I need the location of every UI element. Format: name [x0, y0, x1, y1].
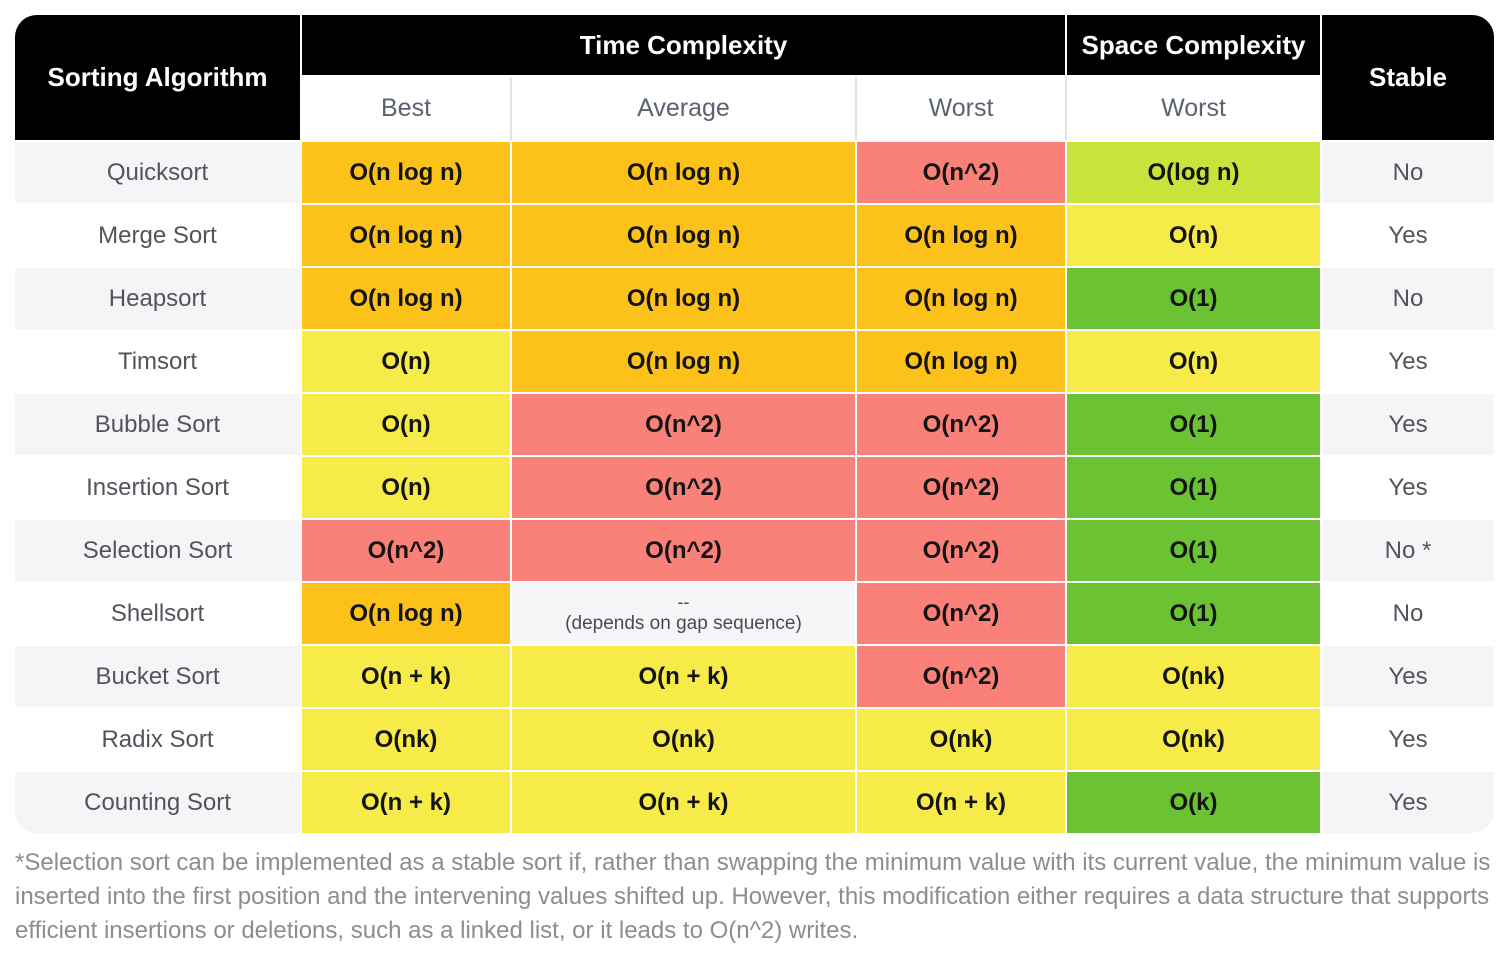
complexity-cell: O(1) [1067, 583, 1320, 644]
complexity-cell: O(nk) [512, 709, 855, 770]
complexity-cell: O(n^2) [302, 520, 510, 581]
subheader-average: Average [512, 77, 855, 140]
subheader-worst-space: Worst [1067, 77, 1320, 140]
algorithm-name-cell: Timsort [15, 331, 300, 392]
complexity-cell: O(n log n) [302, 268, 510, 329]
algorithm-name-cell: Bucket Sort [15, 646, 300, 707]
complexity-cell: O(n^2) [857, 457, 1065, 518]
complexity-cell: O(n) [302, 331, 510, 392]
stable-cell: Yes [1322, 709, 1494, 770]
algorithm-name-cell: Shellsort [15, 583, 300, 644]
complexity-cell: O(n^2) [857, 520, 1065, 581]
complexity-cell: O(n^2) [857, 583, 1065, 644]
stable-cell: Yes [1322, 394, 1494, 455]
complexity-cell: O(n^2) [857, 142, 1065, 203]
complexity-cell: O(n^2) [857, 646, 1065, 707]
stable-cell: Yes [1322, 331, 1494, 392]
stable-cell: No [1322, 583, 1494, 644]
complexity-cell: O(n + k) [512, 772, 855, 833]
stable-cell: Yes [1322, 457, 1494, 518]
note-dash: -- [677, 592, 690, 613]
algorithm-name-cell: Radix Sort [15, 709, 300, 770]
complexity-cell: O(n log n) [857, 268, 1065, 329]
complexity-cell: O(1) [1067, 457, 1320, 518]
complexity-cell: O(n) [1067, 205, 1320, 266]
header-stable: Stable [1322, 15, 1494, 140]
complexity-cell: O(n^2) [857, 394, 1065, 455]
complexity-cell: O(n + k) [302, 646, 510, 707]
complexity-cell: O(1) [1067, 268, 1320, 329]
stable-cell: Yes [1322, 772, 1494, 833]
selection-sort-footnote: *Selection sort can be implemented as a … [15, 849, 1491, 945]
header-space-complexity: Space Complexity [1067, 15, 1320, 75]
subheader-best: Best [302, 77, 510, 140]
complexity-cell: O(n^2) [512, 457, 855, 518]
algorithm-name-cell: Counting Sort [15, 772, 300, 833]
algorithm-name-cell: Merge Sort [15, 205, 300, 266]
complexity-cell: O(n log n) [512, 268, 855, 329]
complexity-cell: O(log n) [1067, 142, 1320, 203]
header-sorting-algorithm: Sorting Algorithm [15, 15, 300, 140]
complexity-cell: O(n log n) [302, 142, 510, 203]
complexity-cell: O(n log n) [512, 331, 855, 392]
complexity-cell: O(n log n) [512, 142, 855, 203]
complexity-cell: O(k) [1067, 772, 1320, 833]
complexity-cell: O(n log n) [857, 331, 1065, 392]
complexity-cell: O(n) [302, 457, 510, 518]
complexity-cell: O(1) [1067, 394, 1320, 455]
complexity-cell: O(n + k) [302, 772, 510, 833]
complexity-cell: O(n log n) [302, 583, 510, 644]
header-time-complexity: Time Complexity [302, 15, 1065, 75]
algorithm-name-cell: Selection Sort [15, 520, 300, 581]
complexity-cell: O(n log n) [302, 205, 510, 266]
stable-cell: No [1322, 268, 1494, 329]
complexity-cell: O(1) [1067, 520, 1320, 581]
complexity-cell: O(nk) [302, 709, 510, 770]
complexity-cell: O(n log n) [512, 205, 855, 266]
stable-cell: Yes [1322, 646, 1494, 707]
algorithm-name-cell: Quicksort [15, 142, 300, 203]
stable-cell: Yes [1322, 205, 1494, 266]
complexity-cell: O(nk) [857, 709, 1065, 770]
subheader-worst-time: Worst [857, 77, 1065, 140]
complexity-note-cell: -- (depends on gap sequence) [512, 583, 855, 644]
complexity-cell: O(n + k) [857, 772, 1065, 833]
complexity-cell: O(n) [302, 394, 510, 455]
note-label: (depends on gap sequence) [565, 612, 802, 634]
complexity-cell: O(nk) [1067, 646, 1320, 707]
algorithm-name-cell: Bubble Sort [15, 394, 300, 455]
complexity-cell: O(n + k) [512, 646, 855, 707]
algorithm-name-cell: Insertion Sort [15, 457, 300, 518]
complexity-cell: O(n) [1067, 331, 1320, 392]
stable-cell: No * [1322, 520, 1494, 581]
complexity-cell: O(nk) [1067, 709, 1320, 770]
algorithm-name-cell: Heapsort [15, 268, 300, 329]
complexity-table: Sorting Algorithm Time Complexity Space … [15, 15, 1494, 833]
complexity-cell: O(n^2) [512, 394, 855, 455]
complexity-cell: O(n log n) [857, 205, 1065, 266]
complexity-cell: O(n^2) [512, 520, 855, 581]
stable-cell: No [1322, 142, 1494, 203]
